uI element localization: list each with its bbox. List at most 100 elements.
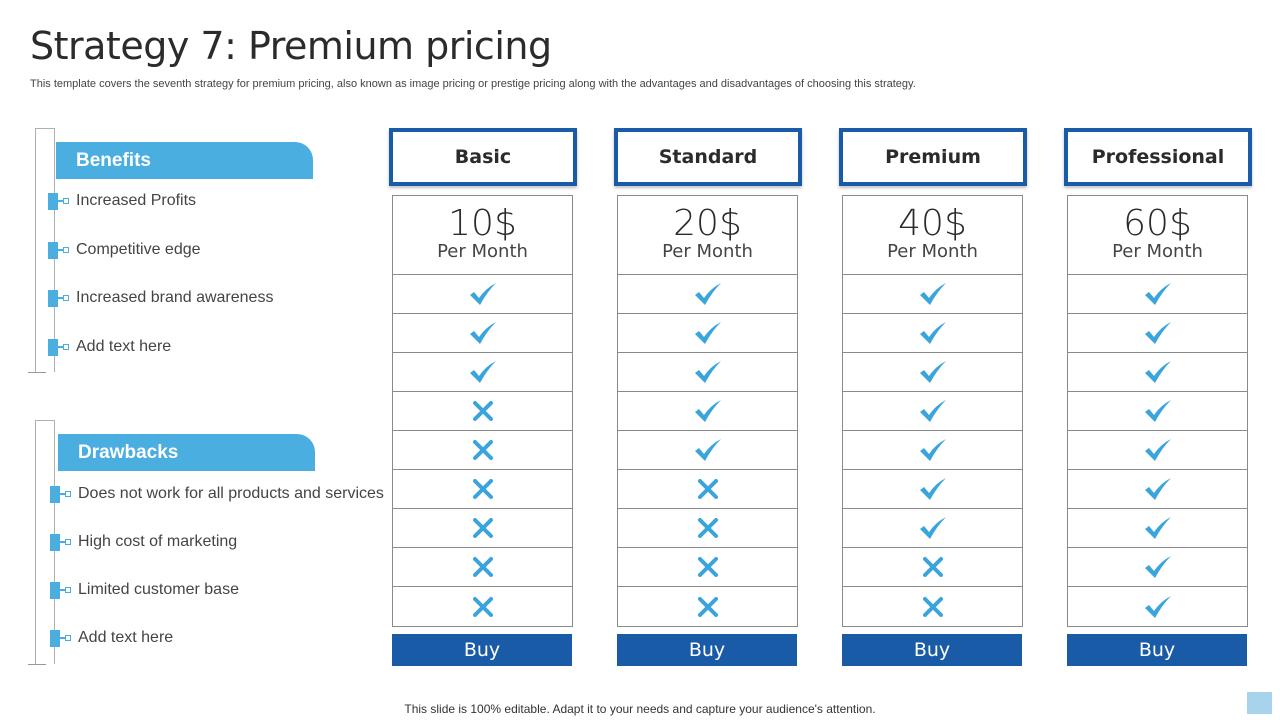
cross-icon [472, 440, 493, 460]
feature-row [618, 314, 797, 353]
check-icon [1144, 322, 1171, 344]
check-icon [469, 322, 496, 344]
feature-row [1068, 431, 1247, 470]
check-icon [919, 361, 946, 383]
plan-period: Per Month [437, 241, 528, 262]
feature-row [393, 548, 572, 587]
feature-row [843, 548, 1022, 587]
plan-period: Per Month [662, 241, 753, 262]
feature-list [618, 275, 797, 626]
feature-row [618, 353, 797, 392]
benefit-item: Increased Profits [48, 191, 196, 211]
plan-period: Per Month [887, 241, 978, 262]
check-icon [919, 439, 946, 461]
feature-row [393, 431, 572, 470]
check-icon [1144, 478, 1171, 500]
check-icon [919, 517, 946, 539]
check-icon [1144, 439, 1171, 461]
check-icon [469, 283, 496, 305]
check-icon [694, 400, 721, 422]
feature-row [393, 275, 572, 314]
benefit-item: Add text here [48, 337, 171, 357]
benefits-header: Benefits [56, 142, 313, 179]
feature-row [843, 431, 1022, 470]
cross-icon [922, 596, 943, 617]
cross-icon [697, 518, 718, 538]
feature-row [1068, 548, 1247, 587]
check-icon [694, 322, 721, 344]
feature-row [618, 509, 797, 548]
feature-row [843, 275, 1022, 314]
check-icon [919, 283, 946, 305]
bullet-icon [50, 581, 71, 599]
feature-list [1068, 275, 1247, 626]
price-cell: 10$ Per Month [393, 196, 572, 275]
plan-period: Per Month [1112, 241, 1203, 262]
feature-row [843, 392, 1022, 431]
check-icon [694, 283, 721, 305]
drawback-label: High cost of marketing [78, 533, 238, 550]
plan-price: 60$ [1123, 203, 1192, 244]
feature-row [1068, 353, 1247, 392]
plan-name: Premium [839, 128, 1027, 186]
feature-row [843, 314, 1022, 353]
price-cell: 60$ Per Month [1068, 196, 1247, 275]
benefits-panel: Benefits Increased Profits Competitive e… [28, 128, 398, 378]
buy-button[interactable]: Buy [617, 634, 797, 666]
drawback-label: Add text here [78, 629, 174, 646]
plan-table: 10$ Per Month [392, 195, 573, 627]
feature-row [1068, 587, 1247, 626]
drawbacks-rail-foot [28, 664, 46, 665]
feature-row [393, 587, 572, 626]
buy-button[interactable]: Buy [842, 634, 1022, 666]
benefits-rail-foot [28, 372, 46, 373]
plan-table: 20$ Per Month [617, 195, 798, 627]
buy-button[interactable]: Buy [1067, 634, 1247, 666]
bullet-icon [50, 485, 71, 503]
page-subtitle: This template covers the seventh strateg… [30, 78, 916, 90]
feature-row [618, 431, 797, 470]
drawback-item: Limited customer base [50, 580, 239, 600]
feature-row [843, 470, 1022, 509]
feature-row [1068, 314, 1247, 353]
cross-icon [697, 596, 718, 617]
drawback-item: High cost of marketing [50, 532, 237, 552]
feature-row [1068, 392, 1247, 431]
benefit-item: Competitive edge [48, 240, 201, 260]
drawbacks-header: Drawbacks [58, 434, 315, 471]
bullet-icon [48, 192, 69, 210]
bullet-icon [48, 338, 69, 356]
bullet-icon [48, 289, 69, 307]
plan-name: Professional [1064, 128, 1252, 186]
feature-row [618, 275, 797, 314]
feature-row [618, 470, 797, 509]
cross-icon [697, 479, 718, 499]
footer-note: This slide is 100% editable. Adapt it to… [404, 702, 876, 716]
plan-price: 20$ [673, 203, 742, 244]
buy-button[interactable]: Buy [392, 634, 572, 666]
cross-icon [922, 557, 943, 577]
bullet-icon [50, 629, 71, 647]
feature-row [393, 314, 572, 353]
bullet-icon [50, 533, 71, 551]
drawback-item: Does not work for all products and servi… [50, 484, 384, 504]
plan-name: Basic [389, 128, 577, 186]
check-icon [1144, 283, 1171, 305]
bullet-icon [48, 241, 69, 259]
check-icon [694, 439, 721, 461]
check-icon [1144, 556, 1171, 578]
feature-row [393, 509, 572, 548]
feature-row [1068, 509, 1247, 548]
feature-row [843, 509, 1022, 548]
plan-table: 60$ Per Month [1067, 195, 1248, 627]
feature-row [843, 587, 1022, 626]
check-icon [919, 478, 946, 500]
feature-row [393, 470, 572, 509]
feature-row [1068, 470, 1247, 509]
cross-icon [472, 518, 493, 538]
plan-price: 40$ [898, 203, 967, 244]
benefit-label: Increased brand awareness [76, 289, 274, 306]
drawback-item: Add text here [50, 628, 173, 648]
cross-icon [697, 557, 718, 577]
feature-row [618, 548, 797, 587]
